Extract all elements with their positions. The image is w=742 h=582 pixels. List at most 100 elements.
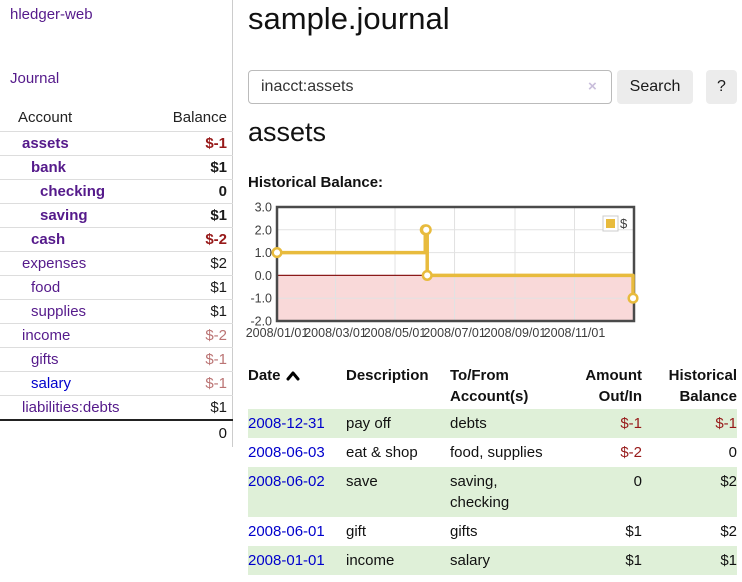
sidebar-account-balance: $-1 <box>205 351 227 368</box>
transaction-accounts: saving, checking <box>450 473 510 511</box>
page-title: sample.journal <box>248 1 450 36</box>
transaction-description: gift <box>346 523 367 540</box>
sidebar-accounts-table: Account Balance assets $-1 bank $1 check… <box>0 104 233 445</box>
sidebar-account-balance: $-2 <box>205 327 227 344</box>
account-column-header[interactable]: To/From Account(s) <box>450 367 529 405</box>
description-column-header[interactable]: Description <box>346 367 429 384</box>
register-row: 2008-06-03 eat & shop food, supplies $-2… <box>248 438 737 467</box>
sidebar-account-link[interactable]: supplies <box>31 303 87 320</box>
data-point <box>420 224 432 236</box>
transaction-accounts: debts <box>450 415 487 432</box>
sidebar: hledger-web Journal Account Balance asse… <box>0 0 233 447</box>
sidebar-account-row: gifts $-1 <box>0 347 233 371</box>
transaction-balance: 0 <box>728 444 737 461</box>
y-axis-tick-label: 1.0 <box>255 246 272 260</box>
transaction-date-link[interactable]: 2008-06-02 <box>248 473 325 490</box>
transaction-description: eat & shop <box>346 444 418 461</box>
sort-ascending-icon <box>286 366 300 387</box>
clear-search-icon[interactable]: × <box>588 78 597 95</box>
transaction-balance: $2 <box>720 473 737 490</box>
sidebar-account-row: liabilities:debts $1 <box>0 395 233 419</box>
sidebar-account-link[interactable]: gifts <box>31 351 59 368</box>
x-axis-tick-label: 2008/07/01 <box>423 326 486 340</box>
x-axis-tick-label: 2008/09/01 <box>484 326 547 340</box>
data-point <box>271 247 283 259</box>
chart-title: Historical Balance: <box>248 174 384 191</box>
sidebar-account-row: supplies $1 <box>0 299 233 323</box>
help-button[interactable]: ? <box>706 70 737 104</box>
sidebar-account-row: assets $-1 <box>0 131 233 155</box>
sidebar-account-link[interactable]: cash <box>31 231 66 248</box>
transaction-date-link[interactable]: 2008-06-01 <box>248 523 325 540</box>
sidebar-accounts-header: Account Balance <box>0 104 233 131</box>
brand-link[interactable]: hledger-web <box>10 6 93 23</box>
balance-column-header: Balance <box>172 109 227 126</box>
x-axis-tick-label: 2008/01/01 <box>246 326 309 340</box>
transaction-description: save <box>346 473 378 490</box>
sidebar-account-balance: $1 <box>210 207 227 224</box>
sidebar-account-link[interactable]: checking <box>40 183 106 200</box>
legend-swatch <box>606 219 615 228</box>
balance-column-header[interactable]: Historical Balance <box>668 367 737 405</box>
sidebar-account-link[interactable]: income <box>22 327 71 344</box>
sidebar-account-row: food $1 <box>0 275 233 299</box>
sidebar-account-link[interactable]: food <box>31 279 61 296</box>
sidebar-item-journal[interactable]: Journal <box>10 70 60 87</box>
sidebar-total-row: 0 <box>0 419 233 445</box>
amount-column-header[interactable]: Amount Out/In <box>585 367 642 405</box>
x-axis-tick-label: 2008/05/01 <box>364 326 427 340</box>
transaction-amount: 0 <box>633 473 642 490</box>
sidebar-account-balance: $1 <box>210 279 227 296</box>
transaction-description: income <box>346 552 395 569</box>
sidebar-account-balance: $1 <box>210 303 227 320</box>
transaction-accounts: food, supplies <box>450 444 543 461</box>
legend-label: $ <box>620 216 628 231</box>
historical-balance-chart: 3.0 2.0 1.0 0.0 -1.0 -2.02008/01/012008/03/01… <box>246 201 639 340</box>
register-row: 2008-06-01 gift gifts $1 $2 <box>248 517 737 546</box>
transaction-date-link[interactable]: 2008-01-01 <box>248 552 325 569</box>
plot-border <box>275 205 636 323</box>
y-axis-tick-label: -1.0 <box>250 292 272 306</box>
sidebar-account-row: cash $-2 <box>0 227 233 251</box>
x-axis-tick-label: 2008/03/01 <box>304 326 367 340</box>
y-axis-tick-label: 3.0 <box>255 201 272 215</box>
search-button[interactable]: Search <box>617 70 693 104</box>
main-content: sample.journal × Search ? assets Histori… <box>246 0 742 582</box>
register-row: 2008-12-31 pay off debts $-1 $-1 <box>248 409 737 438</box>
data-point <box>627 292 639 304</box>
sidebar-account-row: bank $1 <box>0 155 233 179</box>
sidebar-account-link[interactable]: saving <box>40 207 88 224</box>
sidebar-account-link[interactable]: expenses <box>22 255 87 272</box>
transaction-balance: $2 <box>720 523 737 540</box>
sidebar-account-balance: $-2 <box>205 231 227 248</box>
register-table: Date Description To/From Account(s) Amou… <box>248 361 737 575</box>
sidebar-account-balance: $2 <box>210 255 227 272</box>
date-column-header[interactable]: Date <box>248 361 346 409</box>
transaction-amount: $1 <box>625 523 642 540</box>
register-row: 2008-01-01 income salary $1 $1 <box>248 546 737 575</box>
register-row: 2008-06-02 save saving, checking 0 $2 <box>248 467 737 517</box>
register-header-row: Date Description To/From Account(s) Amou… <box>248 361 737 409</box>
sidebar-account-link[interactable]: liabilities:debts <box>22 399 120 416</box>
sidebar-account-link[interactable]: assets <box>22 135 69 152</box>
sidebar-total-balance: 0 <box>218 425 227 442</box>
sidebar-account-balance: $1 <box>210 159 227 176</box>
transaction-date-link[interactable]: 2008-06-03 <box>248 444 325 461</box>
y-axis-tick-label: 0.0 <box>255 269 272 283</box>
transaction-amount: $1 <box>625 552 642 569</box>
sidebar-account-row: salary $-1 <box>0 371 233 395</box>
sidebar-account-row: expenses $2 <box>0 251 233 275</box>
transaction-accounts: salary <box>450 552 491 569</box>
transaction-date-link[interactable]: 2008-12-31 <box>248 415 325 432</box>
sidebar-account-row: checking 0 <box>0 179 233 203</box>
sidebar-account-balance: $-1 <box>205 135 227 152</box>
sidebar-account-link[interactable]: bank <box>31 159 67 176</box>
account-heading: assets <box>248 117 327 147</box>
sidebar-account-row: saving $1 <box>0 203 233 227</box>
transaction-amount: $-2 <box>620 444 642 461</box>
sidebar-account-link[interactable]: salary <box>31 375 72 392</box>
transaction-amount: $-1 <box>620 415 642 432</box>
search-input[interactable] <box>248 70 612 104</box>
data-point <box>421 269 433 281</box>
